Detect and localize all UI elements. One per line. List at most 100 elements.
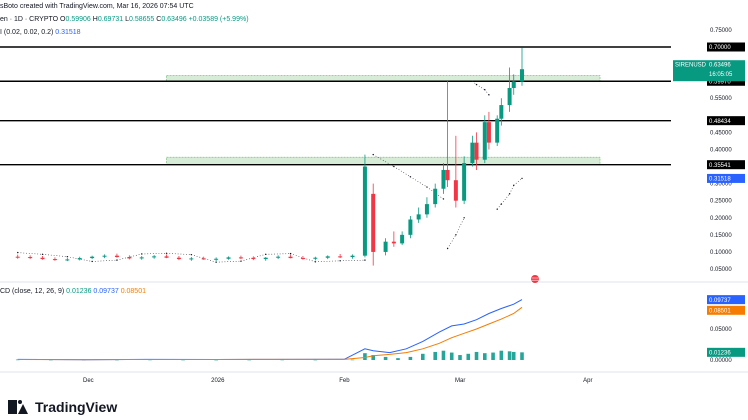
price-axis-tick-10: 0.10000 [710, 250, 732, 256]
candle-42[interactable] [474, 142, 479, 160]
candle-4[interactable] [65, 259, 70, 261]
macd-hist-bar-24 [491, 352, 495, 360]
candle-38[interactable] [445, 169, 450, 181]
macd-legend-macd: 0.09737 [93, 288, 119, 295]
candle-44[interactable] [486, 122, 491, 143]
ohlc-change: +0.03589 (+5.99%) [188, 16, 249, 23]
candle-23[interactable] [300, 258, 305, 260]
candle-39[interactable] [453, 180, 458, 201]
sar-trail-10 [265, 253, 291, 255]
price-axis-tick-11: 0.05000 [710, 267, 732, 273]
candle-27[interactable] [350, 255, 355, 258]
candle-29[interactable] [371, 193, 376, 252]
candle-19[interactable] [251, 258, 256, 260]
sar-legend[interactable]: I (0.02, 0.02, 0.2) 0.31518 [0, 29, 81, 36]
candle-49[interactable] [520, 69, 524, 82]
candle-17[interactable] [226, 257, 231, 259]
candle-20[interactable] [263, 257, 268, 260]
macd-value-label-bg-1 [707, 305, 745, 315]
candle-10[interactable] [139, 257, 144, 259]
candle-34[interactable] [416, 214, 421, 220]
macd-hist-bar-27 [511, 351, 516, 360]
price-chart[interactable]: 0.700000.599700.484340.355410.750000.650… [0, 0, 748, 394]
sar-trail-12 [315, 260, 341, 263]
candle-28[interactable] [362, 166, 367, 256]
candle-46[interactable] [499, 105, 504, 119]
candle-3[interactable] [52, 259, 57, 261]
candle-31[interactable] [391, 241, 396, 244]
macd-axis-tick-1: 0.05000 [710, 327, 732, 333]
price-axis-tick-0: 0.75000 [710, 28, 732, 34]
candle-25[interactable] [325, 256, 330, 258]
macd-legend-signal: 0.08501 [120, 288, 146, 295]
current-price-value: 0.63496 [709, 63, 731, 69]
candle-2[interactable] [40, 257, 45, 260]
candle-40[interactable] [462, 163, 467, 201]
macd-hist-bar-20 [458, 355, 462, 360]
candle-36[interactable] [433, 188, 438, 205]
macd-value-label-bg-0 [707, 295, 745, 305]
candle-30[interactable] [383, 241, 388, 252]
candle-12[interactable] [164, 256, 169, 258]
candle-7[interactable] [102, 255, 107, 257]
macd-legend[interactable]: CD (close, 12, 26, 9) 0.01236 0.09737 0.… [0, 288, 146, 295]
macd-hist-bar-12 [371, 355, 375, 360]
sar-trail-6 [166, 252, 192, 255]
candle-16[interactable] [214, 258, 219, 260]
candle-14[interactable] [189, 258, 194, 260]
support-zone-0 [166, 75, 601, 82]
candle-18[interactable] [238, 257, 243, 259]
candle-1[interactable] [28, 257, 33, 259]
sar-trail-25 [484, 89, 490, 96]
candle-35[interactable] [424, 204, 429, 215]
candle-24[interactable] [313, 257, 318, 259]
candle-15[interactable] [201, 258, 206, 260]
level-label-bg-0 [707, 42, 745, 52]
macd-legend-hist: 0.01236 [66, 288, 92, 295]
time-axis-tick-0: Dec [83, 378, 94, 384]
macd-hist-bar-19 [449, 352, 454, 360]
candle-37[interactable] [441, 169, 446, 189]
candle-41[interactable] [470, 142, 475, 164]
sar-trail-30 [513, 178, 523, 186]
macd-hist-bar-17 [433, 351, 437, 360]
candle-21[interactable] [276, 256, 281, 258]
level-label-bg-2 [707, 116, 745, 126]
candle-43[interactable] [482, 122, 487, 160]
candle-45[interactable] [495, 118, 500, 143]
candle-32[interactable] [400, 234, 405, 244]
ohlc-close-key: C [156, 16, 162, 23]
candle-33[interactable] [408, 219, 413, 235]
sar-trail-16 [393, 166, 411, 178]
candle-5[interactable] [77, 258, 82, 260]
candle-6[interactable] [90, 256, 95, 259]
candle-47[interactable] [507, 87, 512, 106]
time-axis-tick-3: Mar [455, 378, 465, 384]
current-price-label-bg [673, 60, 745, 82]
macd-hist-bar-22 [474, 351, 479, 360]
candle-8[interactable] [114, 255, 119, 258]
sar-price-label-bg [707, 173, 745, 183]
macd-value-label-1: 0.08501 [709, 308, 731, 314]
sar-trail-5 [141, 252, 167, 255]
time-axis-tick-2: Feb [339, 378, 350, 384]
macd-value-label-0: 0.09737 [709, 298, 731, 304]
tradingview-logo-icon [8, 400, 30, 414]
sar-trail-13 [340, 259, 365, 262]
candle-26[interactable] [338, 256, 343, 258]
candle-13[interactable] [176, 257, 181, 260]
candle-0[interactable] [15, 256, 20, 258]
chart-header-ohlc: en · 1D · CRYPTO O0.59906 H0.69731 L0.58… [0, 16, 249, 23]
sar-legend-value: 0.31518 [55, 29, 81, 36]
candle-11[interactable] [152, 256, 157, 258]
candle-22[interactable] [288, 256, 293, 259]
event-flag-icon[interactable] [530, 274, 540, 284]
candle-48[interactable] [511, 81, 516, 88]
macd-hist-bar-13 [383, 356, 388, 360]
candle-9[interactable] [127, 257, 132, 259]
price-axis-tick-4: 0.45000 [710, 130, 732, 136]
level-label-3: 0.35541 [709, 163, 731, 169]
macd-line-signal [17, 306, 523, 361]
tradingview-logo[interactable]: TradingView [8, 399, 117, 415]
sar-dot-31 [521, 177, 523, 180]
